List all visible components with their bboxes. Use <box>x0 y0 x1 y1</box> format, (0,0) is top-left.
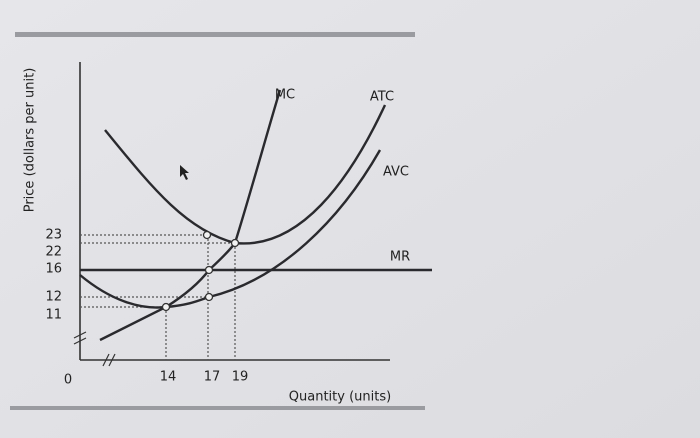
y-break <box>73 331 87 345</box>
x-axis-label: Quantity (units) <box>289 390 391 405</box>
x-break <box>102 353 116 367</box>
point <box>161 302 171 312</box>
y-tick-label: 12 <box>45 290 62 305</box>
y-axis-label: Price (dollars per unit) <box>23 68 38 213</box>
x-tick-label: 17 <box>204 370 221 385</box>
bottom-rule <box>10 406 425 410</box>
origin-label: 0 <box>64 373 72 388</box>
point <box>202 230 212 240</box>
x-tick-label: 19 <box>232 370 249 385</box>
curve-label: ATC <box>370 90 394 105</box>
curve-label: MR <box>390 250 410 265</box>
point <box>230 238 240 248</box>
points <box>161 230 240 312</box>
y-tick-label: 22 <box>45 245 62 260</box>
guides <box>80 234 236 360</box>
cursor <box>180 165 189 180</box>
mc-curve <box>99 89 282 342</box>
top-rule <box>15 32 415 37</box>
y-tick-label: 23 <box>45 228 62 243</box>
curve-label: AVC <box>383 165 409 180</box>
x-tick-label: 14 <box>160 370 177 385</box>
point <box>204 292 214 302</box>
curve-label: MC <box>275 88 295 103</box>
y-tick-label: 16 <box>45 262 62 277</box>
y-tick-label: 11 <box>45 308 62 323</box>
point <box>204 265 214 275</box>
